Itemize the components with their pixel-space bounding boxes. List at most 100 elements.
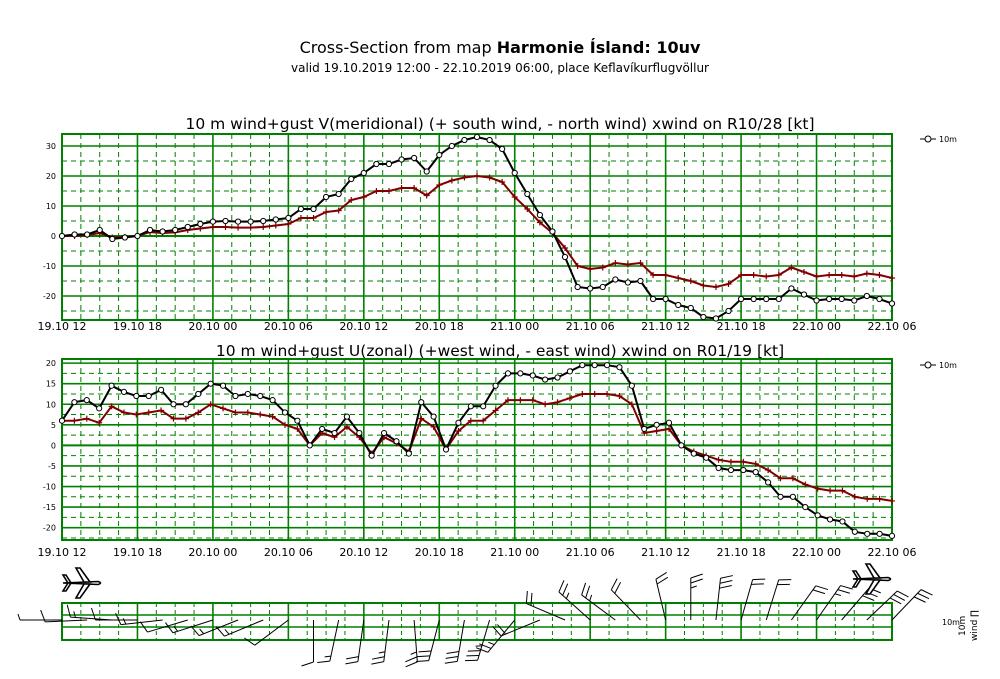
data-point [197, 220, 204, 228]
data-point [84, 231, 91, 238]
data-point [665, 419, 673, 426]
wind-barb-staff [526, 603, 566, 621]
data-point [851, 493, 858, 500]
data-point [579, 362, 586, 369]
wind-barb-feather [90, 607, 96, 621]
data-point [232, 409, 239, 416]
data-point [777, 493, 784, 500]
x-tick-label: 20.10 06 [264, 320, 313, 333]
data-point [675, 301, 682, 309]
y-tick-label: 5 [51, 421, 56, 430]
data-point [517, 397, 524, 404]
barb-grid [61, 602, 893, 641]
wind-barb-feather [720, 575, 733, 579]
data-point [826, 272, 833, 278]
wind-barb-feather [834, 593, 842, 597]
legend-label: 10m [939, 135, 957, 144]
data-point [888, 300, 896, 307]
data-point [294, 417, 301, 424]
main-title-prefix: Cross-Section from map [299, 38, 492, 57]
data-point [335, 207, 342, 214]
data-point [121, 234, 128, 241]
data-point [58, 232, 66, 240]
data-point [348, 197, 355, 203]
data-point [814, 485, 821, 492]
data-point [272, 216, 279, 223]
data-point [285, 221, 292, 227]
data-point [542, 376, 549, 383]
data-point [207, 380, 214, 387]
data-point [712, 284, 719, 290]
data-point [864, 495, 871, 502]
legend-label: 10m [939, 361, 957, 370]
data-point [247, 224, 254, 231]
data-point [727, 466, 735, 474]
legend: 10m [920, 135, 957, 144]
wind-barb-staff [841, 587, 870, 621]
wind-barb-feather [893, 594, 906, 601]
wind-barb-staff [254, 619, 289, 646]
wind-barb-feather [752, 578, 766, 581]
data-point [504, 370, 512, 377]
wind-barb-staff [383, 619, 390, 662]
y-tick-label: 10 [46, 400, 56, 409]
y-tick-label: -15 [43, 503, 56, 512]
wind-barb-feather [317, 660, 330, 663]
data-point [473, 133, 481, 141]
x-tick-label: 20.10 18 [415, 320, 464, 333]
y-tick-labels: 20 15 10 5 0 -5 -10 -15 -20 [43, 359, 56, 533]
wind-barb-feather [492, 626, 502, 637]
wind-barb-feather [190, 625, 200, 636]
data-point [356, 429, 363, 437]
data-point [499, 145, 506, 153]
data-point [524, 206, 531, 212]
data-point [423, 192, 430, 199]
data-point [529, 372, 536, 379]
wind-barb-feather [224, 629, 230, 635]
data-point [96, 226, 103, 234]
wind-barb-feather [446, 651, 460, 654]
x-tick-label: 22.10 06 [868, 320, 917, 333]
wind-barbs [17, 572, 933, 668]
data-point [423, 168, 430, 175]
data-point [170, 415, 177, 422]
data-point [616, 393, 623, 400]
data-point [71, 231, 78, 238]
wind-barb-staff [120, 619, 163, 626]
data-point [108, 403, 115, 410]
x-tick-label: 22.10 00 [792, 320, 841, 333]
data-point [624, 261, 631, 268]
wind-barb-feather [475, 647, 489, 653]
data-point [418, 399, 425, 406]
wind-barb-staff [198, 619, 239, 637]
y-tick-label: -10 [43, 483, 56, 492]
data-point [322, 193, 330, 201]
data-point [737, 295, 745, 303]
wind-barb-staff [740, 579, 754, 621]
data-point [800, 291, 808, 298]
data-point [393, 438, 400, 445]
wind-barb-feather [40, 609, 46, 623]
data-point [209, 218, 217, 225]
data-point [750, 295, 757, 303]
data-point [306, 442, 313, 449]
data-point [765, 479, 772, 486]
data-point [172, 226, 179, 234]
data-point [604, 390, 611, 397]
y-tick-label: 10 [46, 202, 56, 211]
wind-barb-feather [837, 589, 850, 594]
data-point [319, 425, 326, 433]
data-point [492, 382, 499, 389]
data-point [297, 205, 305, 213]
y-tick-label: 20 [46, 359, 56, 368]
data-point [813, 297, 820, 304]
wind-barb-staff [456, 619, 465, 662]
data-point [297, 215, 304, 221]
data-point [511, 194, 518, 200]
y-tick-label: 0 [51, 441, 56, 450]
data-point [703, 454, 710, 461]
data-point [430, 423, 437, 430]
data-point [725, 281, 732, 287]
data-point [637, 260, 644, 266]
data-point [285, 214, 292, 222]
